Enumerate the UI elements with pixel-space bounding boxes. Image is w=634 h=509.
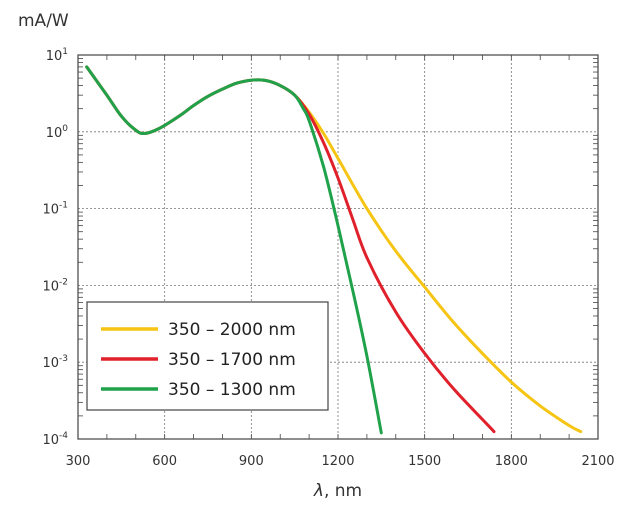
y-tick-exponent: -2	[59, 277, 68, 287]
legend-label: 350 – 1700 nm	[168, 350, 296, 370]
y-tick-exponent: -4	[59, 431, 68, 441]
y-tick-base: 10	[42, 356, 59, 371]
y-tick-label: 101	[46, 47, 68, 64]
y-tick-base: 10	[46, 126, 63, 141]
y-tick-label: 100	[46, 124, 69, 141]
y-tick-exponent: -3	[59, 354, 68, 364]
grid	[78, 55, 598, 439]
series-line	[85, 65, 383, 435]
y-tick-base: 10	[42, 203, 59, 218]
x-tick-label: 1500	[408, 454, 441, 469]
series-lines	[85, 65, 583, 435]
x-tick-label: 900	[239, 454, 264, 469]
x-tick-label: 300	[66, 454, 91, 469]
x-tick-label: 2100	[581, 454, 614, 469]
y-tick-base: 10	[42, 279, 59, 294]
y-tick-exponent: 1	[62, 47, 68, 57]
y-tick-label: 10-2	[42, 277, 68, 294]
legend-box	[86, 301, 329, 411]
legend: 350 – 2000 nm 350 – 1700 nm 350 – 1300 nm	[86, 301, 329, 411]
y-tick-label: 10-1	[42, 201, 68, 218]
y-tick-exponent: -1	[59, 201, 68, 211]
x-tick-labels: 300 600 900 1200 1500 1800 2100	[66, 454, 615, 469]
y-tick-base: 10	[46, 49, 63, 64]
x-tick-label: 600	[152, 454, 177, 469]
x-axis-symbol: λ	[313, 481, 324, 501]
y-tick-exponent: 0	[62, 124, 68, 134]
legend-label: 350 – 1300 nm	[168, 380, 296, 400]
y-tick-base: 10	[42, 433, 59, 448]
y-axis-label: mA/W	[18, 11, 69, 31]
x-axis-unit: , nm	[324, 481, 362, 501]
legend-label: 350 – 2000 nm	[168, 320, 296, 340]
y-tick-label: 10-3	[42, 354, 68, 371]
x-axis-label: λ, nm	[313, 481, 362, 501]
x-tick-label: 1200	[321, 454, 354, 469]
x-tick-label: 1800	[495, 454, 528, 469]
minor-ticks	[77, 55, 599, 439]
y-tick-label: 10-4	[42, 431, 68, 448]
